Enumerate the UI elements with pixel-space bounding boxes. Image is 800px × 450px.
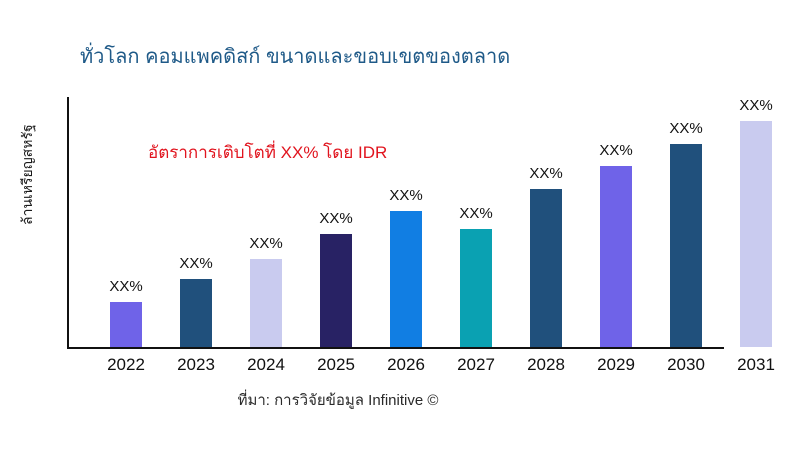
bar-2025	[320, 234, 352, 347]
x-tick-label: 2023	[177, 355, 215, 374]
bar-2026	[390, 211, 422, 347]
bar-value-label: XX%	[179, 255, 213, 272]
bar-2027	[460, 229, 492, 347]
bar-value-label: XX%	[249, 235, 283, 252]
x-tick-label: 2025	[317, 355, 355, 374]
bar-value-label: XX%	[739, 97, 773, 114]
bar-2030	[670, 144, 702, 347]
bar-value-label: XX%	[669, 120, 703, 137]
growth-rate-annotation: อัตราการเติบโตที่ XX% โดย IDR	[148, 143, 388, 162]
x-tick-label: 2024	[247, 355, 285, 374]
bar-value-label: XX%	[459, 205, 493, 222]
x-tick-label: 2026	[387, 355, 425, 374]
bar-value-label: XX%	[529, 165, 563, 182]
bar-2022	[110, 302, 142, 347]
bar-value-label: XX%	[319, 210, 353, 227]
x-tick-label: 2031	[737, 355, 775, 374]
x-tick-label: 2022	[107, 355, 145, 374]
bar-2024	[250, 259, 282, 347]
bar-2031	[740, 121, 772, 347]
chart-title: ทั่วโลก คอมแพคดิสก์ ขนาดและขอบเขตของตลาด	[80, 46, 511, 68]
bar-2023	[180, 279, 212, 347]
bar-value-label: XX%	[109, 278, 143, 295]
bar-2028	[530, 189, 562, 347]
bar-value-label: XX%	[599, 142, 633, 159]
x-tick-label: 2029	[597, 355, 635, 374]
bar-2029	[600, 166, 632, 347]
y-axis-label: ล้านเหรียญสหรัฐ	[19, 124, 35, 226]
y-axis-line	[67, 97, 69, 349]
x-tick-label: 2027	[457, 355, 495, 374]
bar-value-label: XX%	[389, 187, 423, 204]
x-tick-label: 2028	[527, 355, 565, 374]
x-tick-label: 2030	[667, 355, 705, 374]
source-note: ที่มา: การวิจัยข้อมูล Infinitive ©	[237, 392, 439, 409]
x-axis-line	[67, 347, 724, 349]
